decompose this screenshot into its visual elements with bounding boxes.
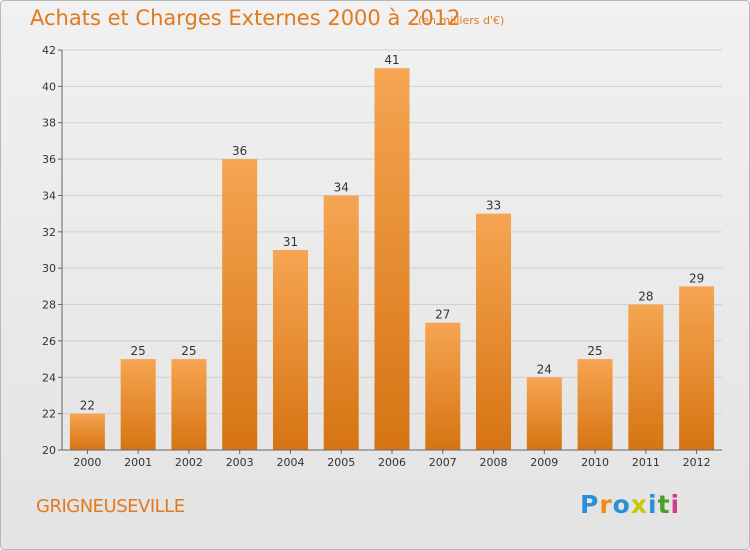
logo-letter: i xyxy=(648,490,658,519)
x-tick-label: 2012 xyxy=(683,456,711,469)
logo-letter: t xyxy=(657,490,671,519)
x-tick-label: 2004 xyxy=(276,456,304,469)
y-tick-label: 36 xyxy=(42,153,56,166)
logo-letter: x xyxy=(630,490,648,519)
data-label: 27 xyxy=(435,308,450,322)
chart-subtitle: (en milliers d'€) xyxy=(418,14,505,27)
chart-title: Achats et Charges Externes 2000 à 2012 xyxy=(30,6,461,30)
y-tick-label: 24 xyxy=(42,371,56,384)
data-label: 29 xyxy=(689,271,704,285)
y-tick-label: 34 xyxy=(42,189,56,202)
bar[interactable] xyxy=(222,159,258,450)
y-tick-label: 20 xyxy=(42,444,56,457)
logo-letter: i xyxy=(670,490,681,519)
x-tick-label: 2001 xyxy=(124,456,152,469)
x-tick-label: 2006 xyxy=(378,456,406,469)
x-tick-label: 2010 xyxy=(581,456,609,469)
labels: 20 22 24 26 28 30 32 34 36 38 40 42 22 2000 25 2001 25 20… xyxy=(42,44,711,469)
x-tick-label: 2007 xyxy=(429,456,457,469)
x-tick-label: 2002 xyxy=(175,456,203,469)
x-tick-label: 2000 xyxy=(73,456,101,469)
bars xyxy=(69,68,715,450)
bar[interactable] xyxy=(526,377,562,450)
bar[interactable] xyxy=(476,213,512,450)
data-label: 22 xyxy=(80,399,95,413)
bar[interactable] xyxy=(577,359,613,450)
data-label: 25 xyxy=(131,344,146,358)
data-label: 34 xyxy=(334,180,349,194)
bar[interactable] xyxy=(425,322,461,450)
bar[interactable] xyxy=(171,359,207,450)
x-tick-label: 2005 xyxy=(327,456,355,469)
x-tick-label: 2003 xyxy=(226,456,254,469)
y-tick-label: 22 xyxy=(42,408,56,421)
bar[interactable] xyxy=(272,250,308,450)
y-tick-label: 40 xyxy=(42,80,56,93)
y-tick-label: 30 xyxy=(42,262,56,275)
commune-name: GRIGNEUSEVILLE xyxy=(36,496,185,517)
bar[interactable] xyxy=(628,304,664,450)
data-label: 25 xyxy=(587,344,602,358)
data-label: 25 xyxy=(181,344,196,358)
logo-letter: r xyxy=(599,490,613,519)
logo-letter: o xyxy=(612,490,631,519)
data-label: 24 xyxy=(537,362,552,376)
data-label: 33 xyxy=(486,199,501,213)
bar[interactable] xyxy=(323,195,359,450)
x-tick-label: 2011 xyxy=(632,456,660,469)
data-label: 41 xyxy=(384,53,399,67)
data-label: 31 xyxy=(283,235,298,249)
axes xyxy=(58,49,722,454)
x-tick-label: 2009 xyxy=(530,456,558,469)
bar[interactable] xyxy=(374,68,410,450)
y-tick-label: 42 xyxy=(42,44,56,57)
bar[interactable] xyxy=(679,286,715,450)
y-tick-label: 38 xyxy=(42,117,56,130)
y-tick-label: 26 xyxy=(42,335,56,348)
logo-letter: P xyxy=(580,490,600,519)
proxiti-logo[interactable]: Proxiti xyxy=(580,490,680,519)
y-tick-label: 28 xyxy=(42,299,56,312)
data-label: 28 xyxy=(638,290,653,304)
y-tick-label: 32 xyxy=(42,226,56,239)
x-tick-label: 2008 xyxy=(480,456,508,469)
bar[interactable] xyxy=(120,359,156,450)
data-label: 36 xyxy=(232,144,247,158)
bar[interactable] xyxy=(69,413,105,450)
